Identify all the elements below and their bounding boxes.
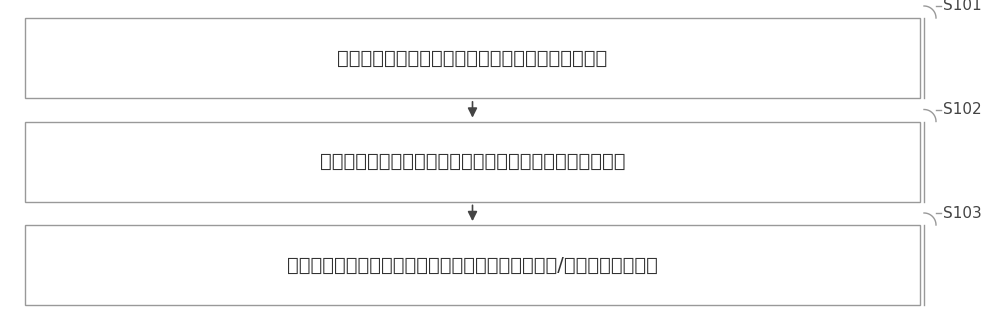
Text: 在液氮温度下进行高速连续冲击动态加载的塑性变形: 在液氮温度下进行高速连续冲击动态加载的塑性变形 xyxy=(337,48,608,68)
Text: 在超低温度下抑制金属塑性变形过程中回复与再结晶的发生: 在超低温度下抑制金属塑性变形过程中回复与再结晶的发生 xyxy=(320,152,625,171)
Bar xyxy=(25,18,920,98)
Bar xyxy=(25,225,920,305)
Bar xyxy=(25,121,920,202)
Text: 获得更高的形变能，有效累积位错密度，得到超细晶/纳米尺度金属材料: 获得更高的形变能，有效累积位错密度，得到超细晶/纳米尺度金属材料 xyxy=(287,255,658,275)
Text: S102: S102 xyxy=(943,102,982,117)
Text: S103: S103 xyxy=(943,205,982,221)
Text: S101: S101 xyxy=(943,0,982,14)
